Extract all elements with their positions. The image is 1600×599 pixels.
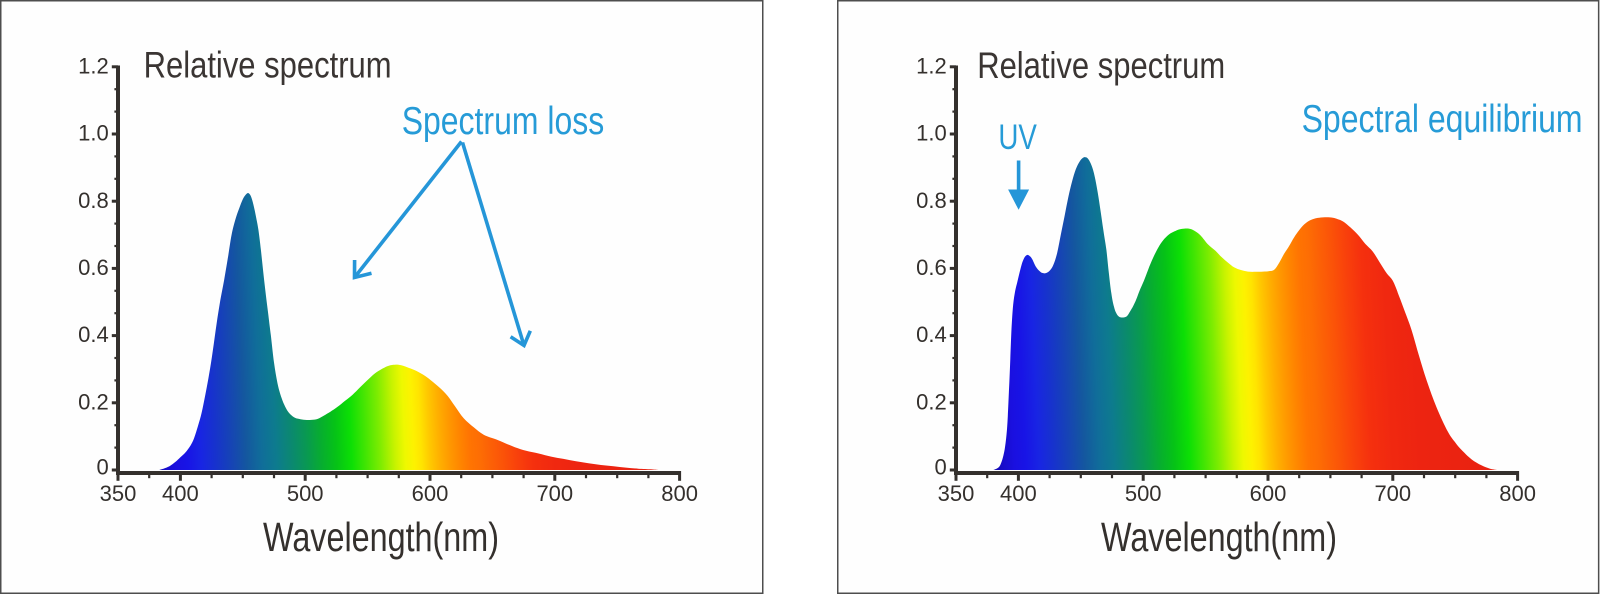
svg-text:0: 0: [96, 455, 108, 480]
svg-text:0.4: 0.4: [78, 322, 109, 347]
svg-text:Relative spectrum: Relative spectrum: [977, 44, 1225, 86]
svg-text:700: 700: [1374, 481, 1411, 506]
svg-text:0.8: 0.8: [78, 188, 109, 213]
svg-text:350: 350: [938, 481, 975, 506]
svg-text:0: 0: [934, 455, 946, 480]
svg-text:Relative spectrum: Relative spectrum: [144, 44, 392, 86]
svg-text:0.8: 0.8: [916, 188, 947, 213]
svg-text:Spectral equilibrium: Spectral equilibrium: [1302, 98, 1583, 141]
svg-text:0.2: 0.2: [78, 389, 109, 414]
svg-text:1.2: 1.2: [916, 53, 947, 78]
svg-text:600: 600: [412, 481, 449, 506]
svg-text:350: 350: [100, 481, 137, 506]
svg-text:Wavelength(nm): Wavelength(nm): [263, 514, 499, 560]
svg-text:1.2: 1.2: [78, 53, 109, 78]
svg-text:500: 500: [1125, 481, 1162, 506]
svg-text:600: 600: [1250, 481, 1287, 506]
svg-text:0.4: 0.4: [916, 322, 947, 347]
svg-text:1.0: 1.0: [78, 121, 109, 146]
svg-text:UV: UV: [998, 118, 1037, 157]
svg-text:700: 700: [536, 481, 573, 506]
svg-text:800: 800: [1499, 481, 1536, 506]
svg-text:0.6: 0.6: [78, 255, 109, 280]
svg-text:Spectrum loss: Spectrum loss: [402, 100, 605, 143]
svg-text:800: 800: [661, 481, 698, 506]
svg-text:500: 500: [287, 481, 324, 506]
svg-text:0.2: 0.2: [916, 389, 947, 414]
svg-text:Wavelength(nm): Wavelength(nm): [1101, 514, 1337, 560]
svg-text:400: 400: [162, 481, 199, 506]
svg-text:1.0: 1.0: [916, 121, 947, 146]
svg-text:400: 400: [1000, 481, 1037, 506]
svg-text:0.6: 0.6: [916, 255, 947, 280]
